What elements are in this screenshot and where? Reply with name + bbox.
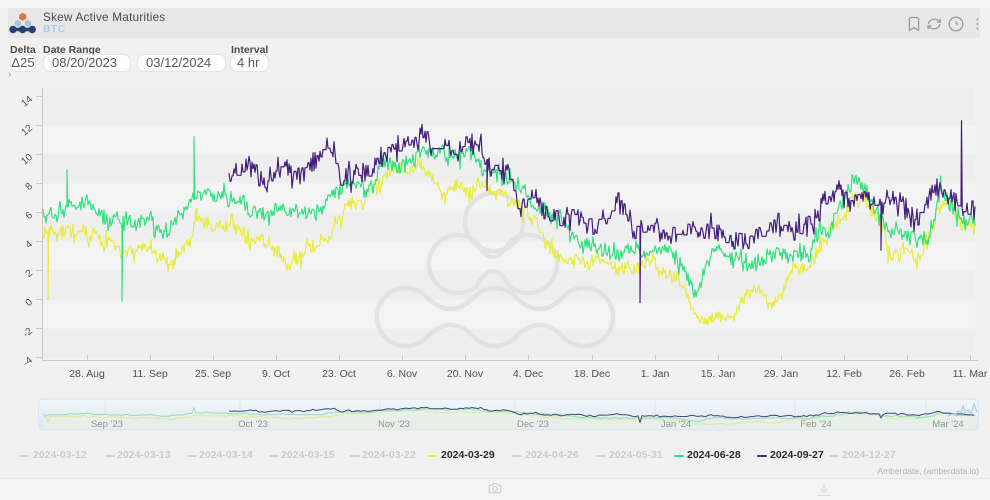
svg-text:23. Oct: 23. Oct (322, 368, 356, 380)
svg-text:28. Aug: 28. Aug (69, 368, 105, 380)
svg-text:26. Feb: 26. Feb (889, 368, 925, 380)
svg-text:20. Nov: 20. Nov (447, 368, 484, 380)
svg-text:12. Feb: 12. Feb (826, 368, 862, 380)
svg-text:15. Jan: 15. Jan (701, 368, 736, 380)
svg-text:Feb '24: Feb '24 (800, 419, 831, 430)
svg-text:6: 6 (24, 210, 36, 222)
svg-text:Dec '23: Dec '23 (517, 419, 549, 430)
svg-text:Jan '24: Jan '24 (661, 419, 691, 430)
svg-text:18. Dec: 18. Dec (574, 368, 610, 380)
svg-text:11. Mar: 11. Mar (953, 368, 988, 380)
svg-text:1. Jan: 1. Jan (641, 368, 670, 380)
svg-text:29. Jan: 29. Jan (764, 368, 799, 380)
svg-text:4: 4 (24, 239, 36, 251)
svg-text:11. Sep: 11. Sep (132, 368, 168, 380)
svg-text:Nov '23: Nov '23 (378, 419, 410, 430)
svg-text:Sep '23: Sep '23 (91, 419, 123, 430)
svg-text:0: 0 (24, 297, 36, 309)
svg-text:25. Sep: 25. Sep (195, 368, 231, 380)
svg-text:8: 8 (24, 181, 36, 193)
svg-text:6. Nov: 6. Nov (387, 368, 418, 380)
svg-text:Mar '24: Mar '24 (932, 419, 963, 430)
svg-text:Oct '23: Oct '23 (238, 419, 268, 430)
svg-text:4. Dec: 4. Dec (513, 368, 543, 380)
svg-text:2: 2 (24, 268, 36, 280)
svg-text:9. Oct: 9. Oct (262, 368, 290, 380)
